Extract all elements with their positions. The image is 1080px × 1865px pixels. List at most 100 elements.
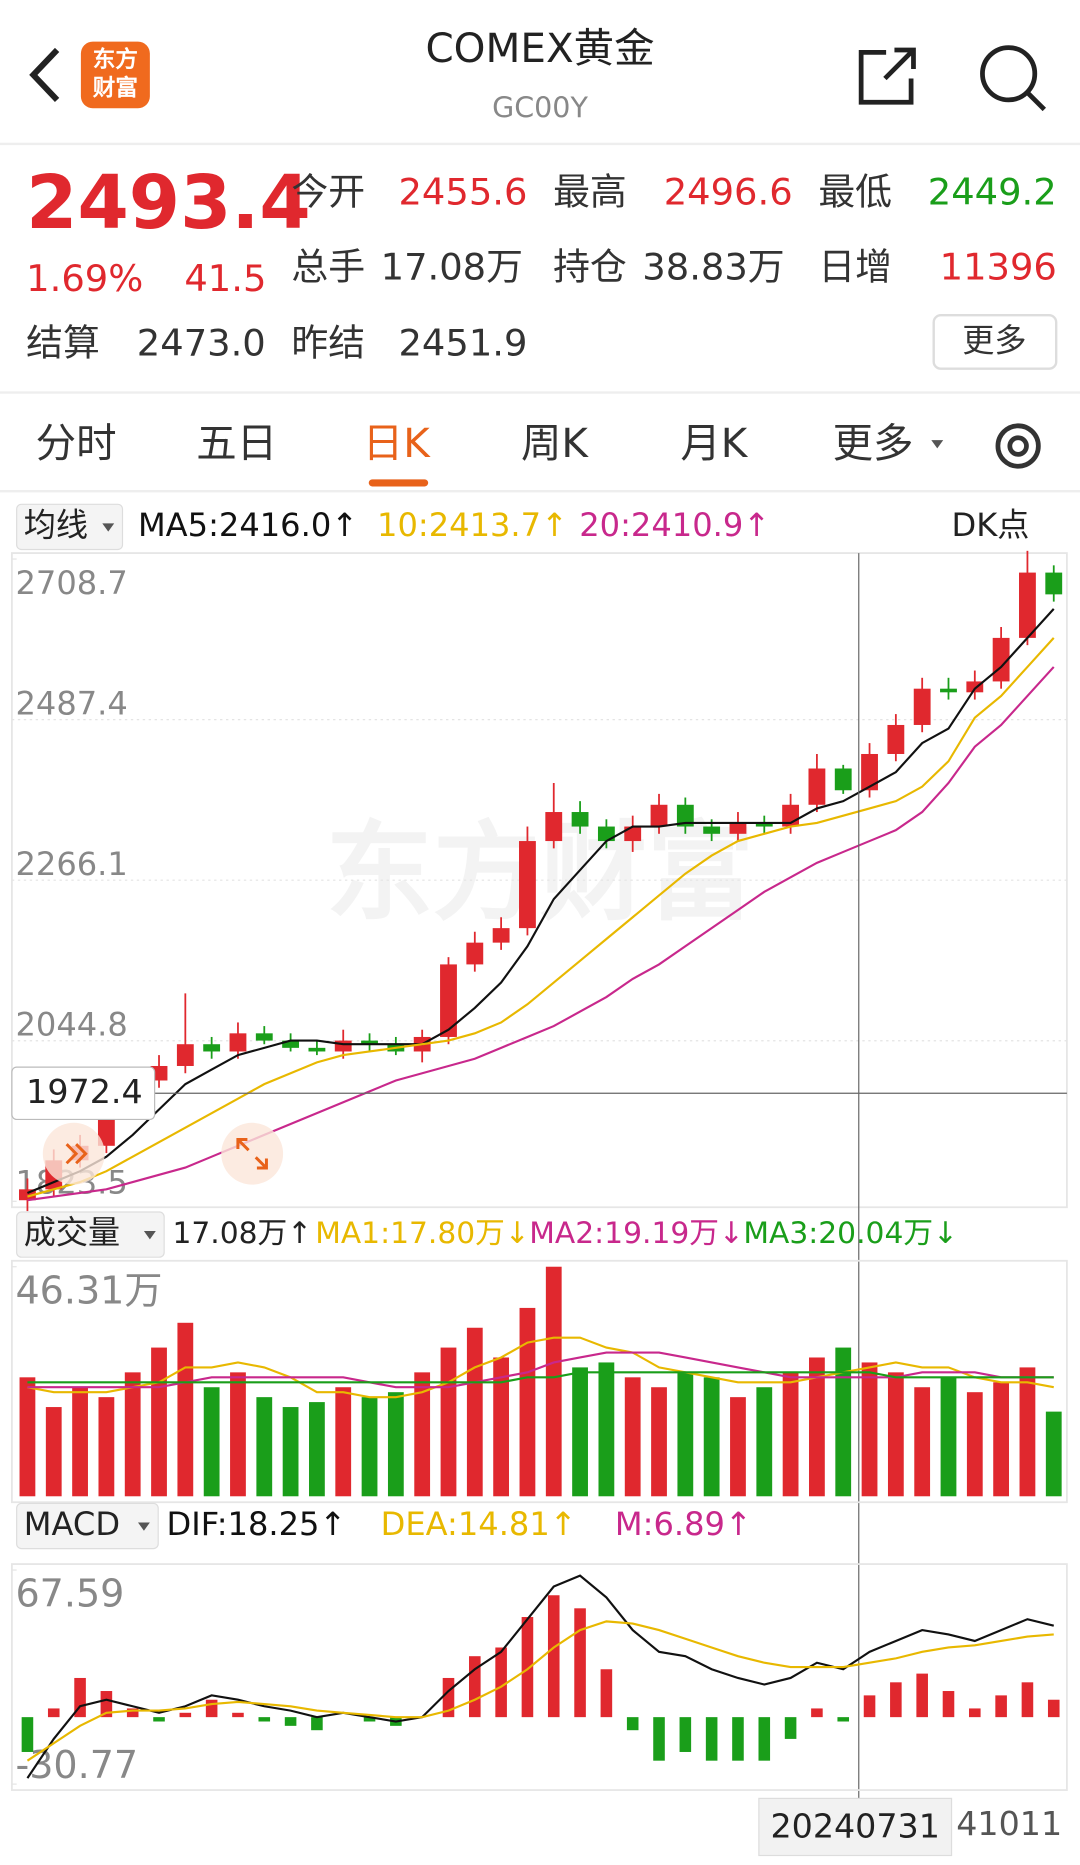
- candle-body: [466, 942, 484, 965]
- divider: [0, 142, 1080, 146]
- candle-body: [334, 1040, 352, 1052]
- macd-bar: [363, 1717, 376, 1722]
- indicator-line: [27, 666, 1055, 1202]
- legend-entry: 10:2413.7↑: [377, 506, 568, 544]
- candle-body: [834, 768, 852, 791]
- candle-body: [571, 812, 589, 827]
- legend-entry: MA1:17.80万↓: [315, 1216, 530, 1251]
- macd-bar: [47, 1708, 60, 1718]
- volume-bar: [256, 1397, 273, 1497]
- volume-bar: [309, 1402, 325, 1497]
- candle-body: [808, 768, 826, 805]
- expand-button[interactable]: [221, 1122, 284, 1185]
- volume-bar: [361, 1397, 378, 1497]
- back-button[interactable]: [29, 47, 60, 102]
- volume-bar: [19, 1377, 36, 1497]
- macd-bar: [969, 1708, 981, 1718]
- candle-body: [19, 1189, 36, 1201]
- settings-button[interactable]: [995, 423, 1041, 469]
- field-value: 2473.0: [137, 321, 266, 364]
- crosshair-label: 1972.4: [26, 1072, 143, 1111]
- macd-bar: [442, 1677, 455, 1718]
- y-tick-label: 2708.7: [15, 564, 127, 602]
- legend-entry: MA5:2416.0↑: [138, 506, 358, 544]
- badge[interactable]: DK点: [952, 506, 1030, 544]
- macd-bar: [547, 1595, 560, 1718]
- indicator-line: [26, 1574, 1055, 1779]
- volume-bar: [756, 1387, 773, 1497]
- macd-bar: [995, 1695, 1007, 1718]
- search-button[interactable]: [980, 45, 1046, 112]
- legend-entry: MA2:19.19万↓: [529, 1216, 744, 1251]
- volume-bar: [203, 1387, 220, 1497]
- tab[interactable]: 五日: [196, 419, 277, 467]
- macd-bar: [811, 1708, 823, 1718]
- field-value: 2455.6: [398, 170, 527, 213]
- current-value: 17.08万↑: [172, 1216, 312, 1251]
- macd-bar: [942, 1691, 955, 1718]
- collapse-button[interactable]: [42, 1122, 105, 1185]
- macd-bar: [916, 1673, 928, 1718]
- macd-bar: [153, 1717, 165, 1722]
- macd-bar: [679, 1717, 692, 1752]
- macd-bar: [863, 1695, 876, 1718]
- macd-bar: [1021, 1682, 1034, 1718]
- more-button-label: 更多: [962, 322, 1026, 360]
- legend-entry: M:6.89↑: [615, 1505, 752, 1543]
- field-value: 38.83万: [642, 245, 784, 288]
- macd-bar: [495, 1647, 507, 1718]
- charts: 均线1823.52044.82266.12487.42708.7MA5:2416…: [11, 503, 1068, 1857]
- indicator-select[interactable]: [16, 1211, 165, 1258]
- indicator-line: [27, 637, 1055, 1198]
- macd-bar: [521, 1617, 534, 1718]
- candle-body: [176, 1044, 194, 1066]
- indicator-select[interactable]: [16, 503, 124, 551]
- more-button[interactable]: [932, 314, 1058, 370]
- crosshair-date-box: [758, 1797, 953, 1857]
- candle-body: [1019, 572, 1036, 638]
- tab[interactable]: 分时: [36, 419, 117, 467]
- tab[interactable]: 月K: [680, 419, 748, 467]
- logo[interactable]: [80, 41, 150, 109]
- x-tick-label: 41011: [956, 1804, 1062, 1843]
- field-label: 昨结: [291, 321, 365, 364]
- field-value: 2451.9: [398, 321, 527, 364]
- field-label: 最低: [818, 170, 892, 213]
- volume-bar: [966, 1392, 983, 1497]
- indicator-label: MACD: [24, 1505, 120, 1543]
- candle-body: [755, 822, 773, 827]
- macd-bar: [469, 1656, 481, 1718]
- candle-body: [597, 826, 615, 842]
- candle-body: [703, 826, 721, 834]
- dropdown-arrow: [102, 523, 115, 532]
- y-tick-label: 2266.1: [15, 845, 127, 883]
- share-button[interactable]: [858, 47, 916, 105]
- candle-body: [229, 1033, 247, 1052]
- volume-bar: [519, 1307, 536, 1497]
- candle-body: [308, 1047, 326, 1052]
- indicator-select[interactable]: [16, 1502, 159, 1550]
- tab[interactable]: 周K: [521, 419, 589, 467]
- tab[interactable]: 日K: [363, 419, 431, 467]
- volume-bar: [861, 1362, 878, 1497]
- field-label: 日增: [818, 245, 892, 288]
- y-tick-label: 2044.8: [15, 1005, 127, 1043]
- indicator-line: [27, 1371, 1054, 1384]
- indicator-label: 成交量: [24, 1214, 120, 1252]
- volume-bar: [466, 1327, 483, 1497]
- y-tick-label: -30.77: [15, 1743, 138, 1787]
- volume-bar: [151, 1347, 167, 1497]
- volume-bar: [677, 1372, 694, 1497]
- subtitle: GC00Y: [492, 91, 588, 124]
- tab[interactable]: 更多: [833, 419, 914, 467]
- candle-body: [1045, 572, 1063, 595]
- field-label: 总手: [291, 245, 365, 288]
- volume-bar: [45, 1407, 62, 1497]
- candle-body: [203, 1044, 221, 1052]
- macd-bar: [126, 1708, 139, 1718]
- field-value: 2449.2: [928, 170, 1057, 213]
- dropdown-arrow: [137, 1522, 150, 1531]
- macd-bar: [21, 1717, 34, 1752]
